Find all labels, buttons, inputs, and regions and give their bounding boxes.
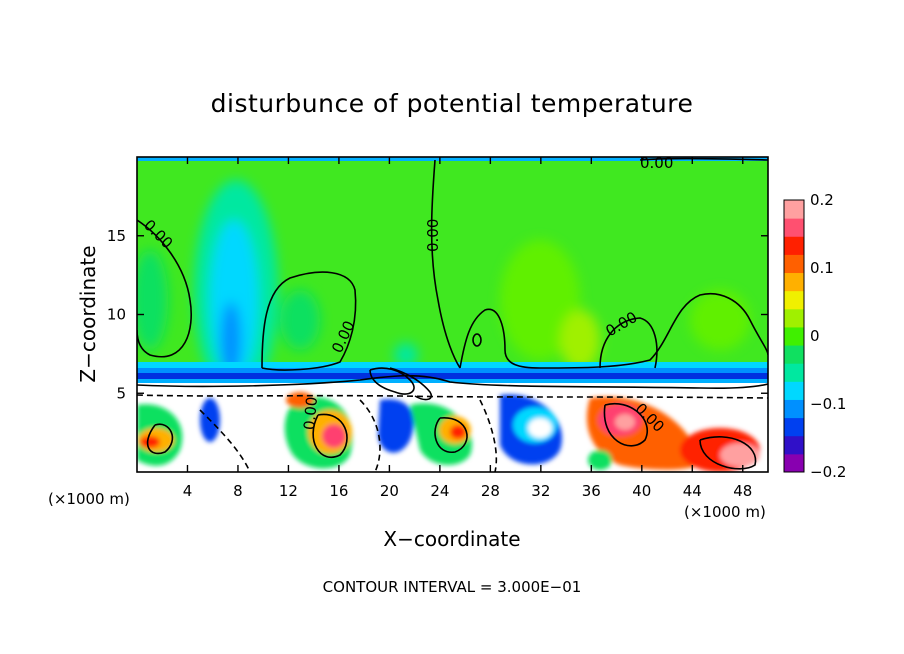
zero-contour xyxy=(459,293,768,369)
x-unit-right: (×1000 m) xyxy=(684,503,766,521)
x-tick-label: 32 xyxy=(531,482,550,500)
inversion-band xyxy=(137,373,768,380)
colorbar-tick-label: 0 xyxy=(810,327,820,345)
colorbar-swatch xyxy=(784,236,804,255)
top-band xyxy=(137,157,768,161)
eddy xyxy=(720,443,760,467)
colorbar-frame xyxy=(783,199,805,473)
colorbar-tick-label: −0.1 xyxy=(810,395,846,413)
colorbar-swatch xyxy=(784,218,804,237)
colorbar-swatch xyxy=(784,254,804,274)
zero-contour xyxy=(430,159,461,369)
colorbar-swatch xyxy=(784,435,804,455)
upper-anomaly xyxy=(221,302,241,378)
y-tick-label: 10 xyxy=(107,306,126,324)
eddy-contour xyxy=(699,436,757,470)
upper-anomaly xyxy=(394,343,418,367)
dashed-contour xyxy=(137,394,768,399)
small-contour xyxy=(472,333,482,347)
eddy xyxy=(588,450,612,470)
colorbar-swatch xyxy=(784,417,804,437)
eddy xyxy=(378,399,414,453)
dashed-contour xyxy=(359,399,381,472)
upper-anomaly xyxy=(560,310,600,370)
eddy-contour xyxy=(146,423,174,455)
colorbar-swatch xyxy=(784,326,804,346)
colorbar-swatch xyxy=(784,290,804,310)
colorbar-swatch xyxy=(784,399,804,419)
contour-label: 0.00 xyxy=(640,154,673,172)
inversion-contour xyxy=(137,374,768,389)
eddy xyxy=(248,412,272,448)
zero-contour xyxy=(261,271,357,371)
colorbar-tick-label: 0.1 xyxy=(810,259,834,277)
inversion-band xyxy=(137,368,768,375)
dashed-contour xyxy=(199,409,251,472)
contour-interval: CONTOUR INTERVAL = 3.000E−01 xyxy=(323,578,582,596)
x-tick-label: 48 xyxy=(733,482,752,500)
contour-field: 0.00 0.00 0.00 0.00 0.00 0.00 0.00 xyxy=(137,154,768,472)
x-tick-label: 16 xyxy=(329,482,348,500)
y-tick-label: 5 xyxy=(116,384,126,402)
colorbar-swatch xyxy=(784,308,804,328)
eddy-contour xyxy=(389,367,433,401)
x-unit-left: (×1000 m) xyxy=(48,490,130,508)
inversion-band xyxy=(137,379,768,383)
eddy xyxy=(528,418,552,438)
x-tick-label: 12 xyxy=(279,482,298,500)
upper-anomaly xyxy=(280,290,320,350)
zero-contour xyxy=(137,219,192,358)
eddy xyxy=(450,425,466,439)
colorbar-swatch xyxy=(784,381,804,400)
colorbar-swatch xyxy=(784,272,804,292)
contour-lines xyxy=(137,157,768,472)
colorbar-swatch xyxy=(784,363,804,382)
inversion-band xyxy=(137,362,768,370)
colorbar-swatch xyxy=(784,200,804,219)
upper-anomaly xyxy=(690,290,750,350)
colorbar-swatch xyxy=(784,345,804,364)
zero-contour xyxy=(639,157,768,161)
colorbar-tick-label: −0.2 xyxy=(810,463,846,481)
x-tick-label: 36 xyxy=(582,482,601,500)
contour-label: 0.00 xyxy=(300,396,321,431)
eddy xyxy=(615,414,635,430)
colorbar-tick-label: 0.2 xyxy=(810,191,834,209)
eddy-contour xyxy=(603,402,648,447)
eddy-contour xyxy=(369,367,415,395)
x-tick-label: 8 xyxy=(233,482,243,500)
contour-label: 0.00 xyxy=(424,219,442,252)
colorbar: 0.2 0.1 0 −0.1 −0.2 xyxy=(783,191,846,481)
eddy-contour xyxy=(312,413,348,458)
x-tick-label: 24 xyxy=(430,482,449,500)
upper-anomaly xyxy=(500,240,580,360)
y-axis-label: Z−coordinate xyxy=(76,245,100,382)
x-tick-label: 28 xyxy=(481,482,500,500)
x-tick-label: 44 xyxy=(683,482,702,500)
x-tick-label: 40 xyxy=(632,482,651,500)
colorbar-swatch xyxy=(784,453,804,473)
eddy xyxy=(140,436,160,448)
zero-contour xyxy=(599,317,658,369)
y-tick-label: 15 xyxy=(107,227,126,245)
eddy xyxy=(322,424,346,448)
x-axis-label: X−coordinate xyxy=(383,527,520,551)
upper-anomaly xyxy=(137,250,168,350)
eddy-contour xyxy=(434,417,468,453)
chart-title: disturbunce of potential temperature xyxy=(211,89,694,118)
x-tick-label: 20 xyxy=(380,482,399,500)
x-tick-label: 4 xyxy=(183,482,193,500)
